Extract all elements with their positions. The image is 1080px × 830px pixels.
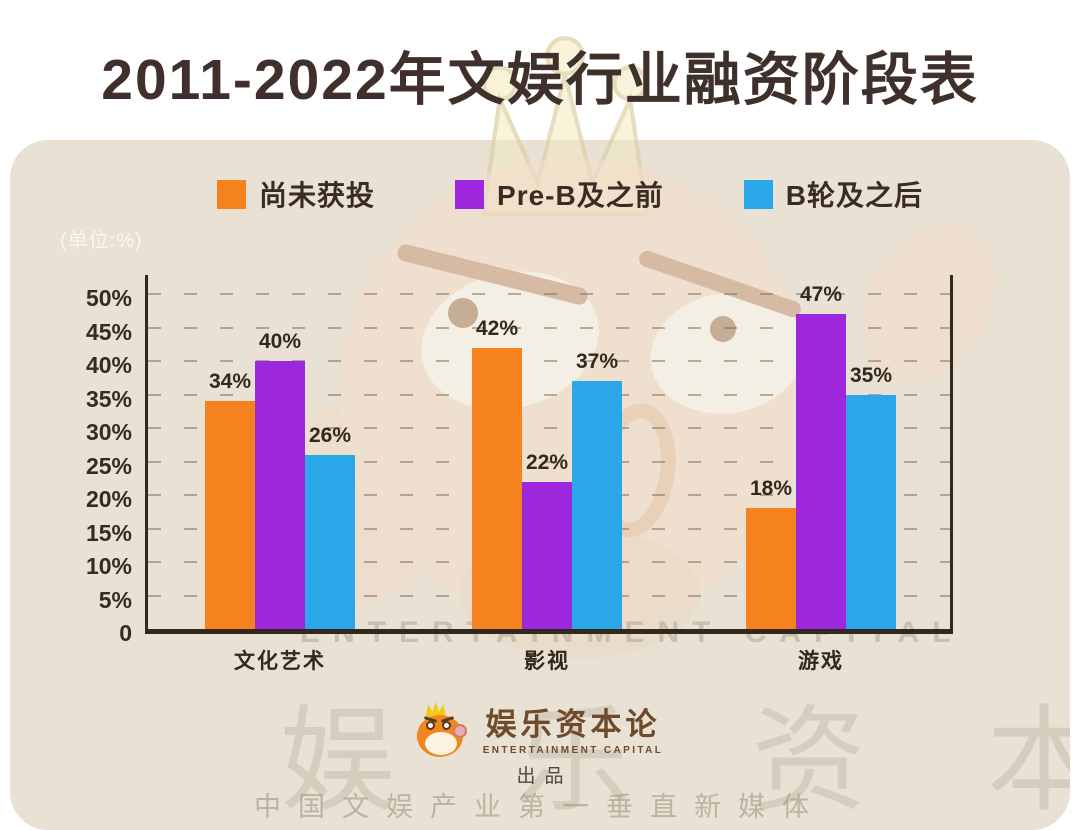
legend-item-2: B轮及之后 <box>743 174 923 214</box>
bar-影视-Pre-B及之前 <box>522 481 572 629</box>
page-title: 2011-2022年文娱行业融资阶段表 <box>101 48 979 112</box>
category-axis: 文化艺术 影视 游戏 <box>148 645 950 675</box>
y-tick-label: 40% <box>85 352 132 378</box>
legend-item-0: 尚未获投 <box>217 174 375 214</box>
y-axis-labels: 0 5% 10% 15% 20% 25% 30% 35% 40% 45% 50% <box>10 275 132 646</box>
category-label-影视: 影视 <box>524 650 570 673</box>
bar-影视-B轮及之后 <box>572 381 622 629</box>
plot-area: 34% 40% 26% 42% 22% 37% 18% 47% 35% <box>145 275 953 634</box>
y-tick-label: 5% <box>98 586 132 613</box>
brand-mascot-icon <box>416 702 473 762</box>
legend-item-1: Pre-B及之前 <box>455 174 664 214</box>
legend-swatch-icon <box>217 179 247 209</box>
y-tick-label: 0 <box>119 620 132 646</box>
bar-游戏-B轮及之后 <box>846 394 896 629</box>
y-tick-label: 50% <box>85 285 132 311</box>
bar-value-label: 47% <box>799 283 843 307</box>
y-tick-label: 15% <box>85 519 132 546</box>
chart-legend: 尚未获投 Pre-B及之前 B轮及之后 <box>10 174 1070 214</box>
bar-value-label: 40% <box>258 330 302 353</box>
bar-value-label: 37% <box>575 350 619 374</box>
bar-文化艺术-Pre-B及之前 <box>255 361 305 629</box>
bar-文化艺术-B轮及之后 <box>305 454 355 629</box>
category-label-文化艺术: 文化艺术 <box>234 650 326 673</box>
bar-游戏-Pre-B及之前 <box>796 314 846 629</box>
bar-value-label: 26% <box>308 423 352 447</box>
legend-label: Pre-B及之前 <box>497 180 664 211</box>
y-tick-label: 45% <box>85 318 132 345</box>
brand-name: 娱乐资本论 <box>485 707 661 744</box>
bar-影视-尚未获投 <box>472 347 522 629</box>
y-tick-label: 20% <box>85 486 132 512</box>
legend-swatch-icon <box>743 179 773 209</box>
bar-文化艺术-尚未获投 <box>205 401 255 629</box>
legend-swatch-icon <box>455 179 485 209</box>
produced-by-label: 出品 <box>516 766 573 787</box>
y-tick-label: 35% <box>85 385 132 412</box>
bar-游戏-尚未获投 <box>746 508 796 629</box>
legend-label: 尚未获投 <box>259 180 376 211</box>
bar-value-label: 35% <box>849 363 893 387</box>
y-tick-label: 25% <box>85 452 132 479</box>
bar-value-label: 42% <box>475 316 519 340</box>
category-label-游戏: 游戏 <box>798 650 844 673</box>
brand-subtitle: ENTERTAINMENT CAPITAL <box>482 744 664 756</box>
bar-value-label: 34% <box>208 370 252 394</box>
tagline-watermark: 中国文娱产业第一垂直新媒体 <box>254 792 826 822</box>
unit-label: (单位:%) <box>60 230 143 252</box>
y-tick-label: 30% <box>85 419 132 445</box>
y-tick-label: 10% <box>85 553 132 579</box>
footer-logo-row: 娱乐资本论 ENTERTAINMENT CAPITAL <box>10 702 1070 762</box>
legend-label: B轮及之后 <box>785 180 923 211</box>
chart-card: ENTERTAINMENT CAPITAL 娱 乐 资 本 论 中国文娱产业第一… <box>10 140 1070 830</box>
